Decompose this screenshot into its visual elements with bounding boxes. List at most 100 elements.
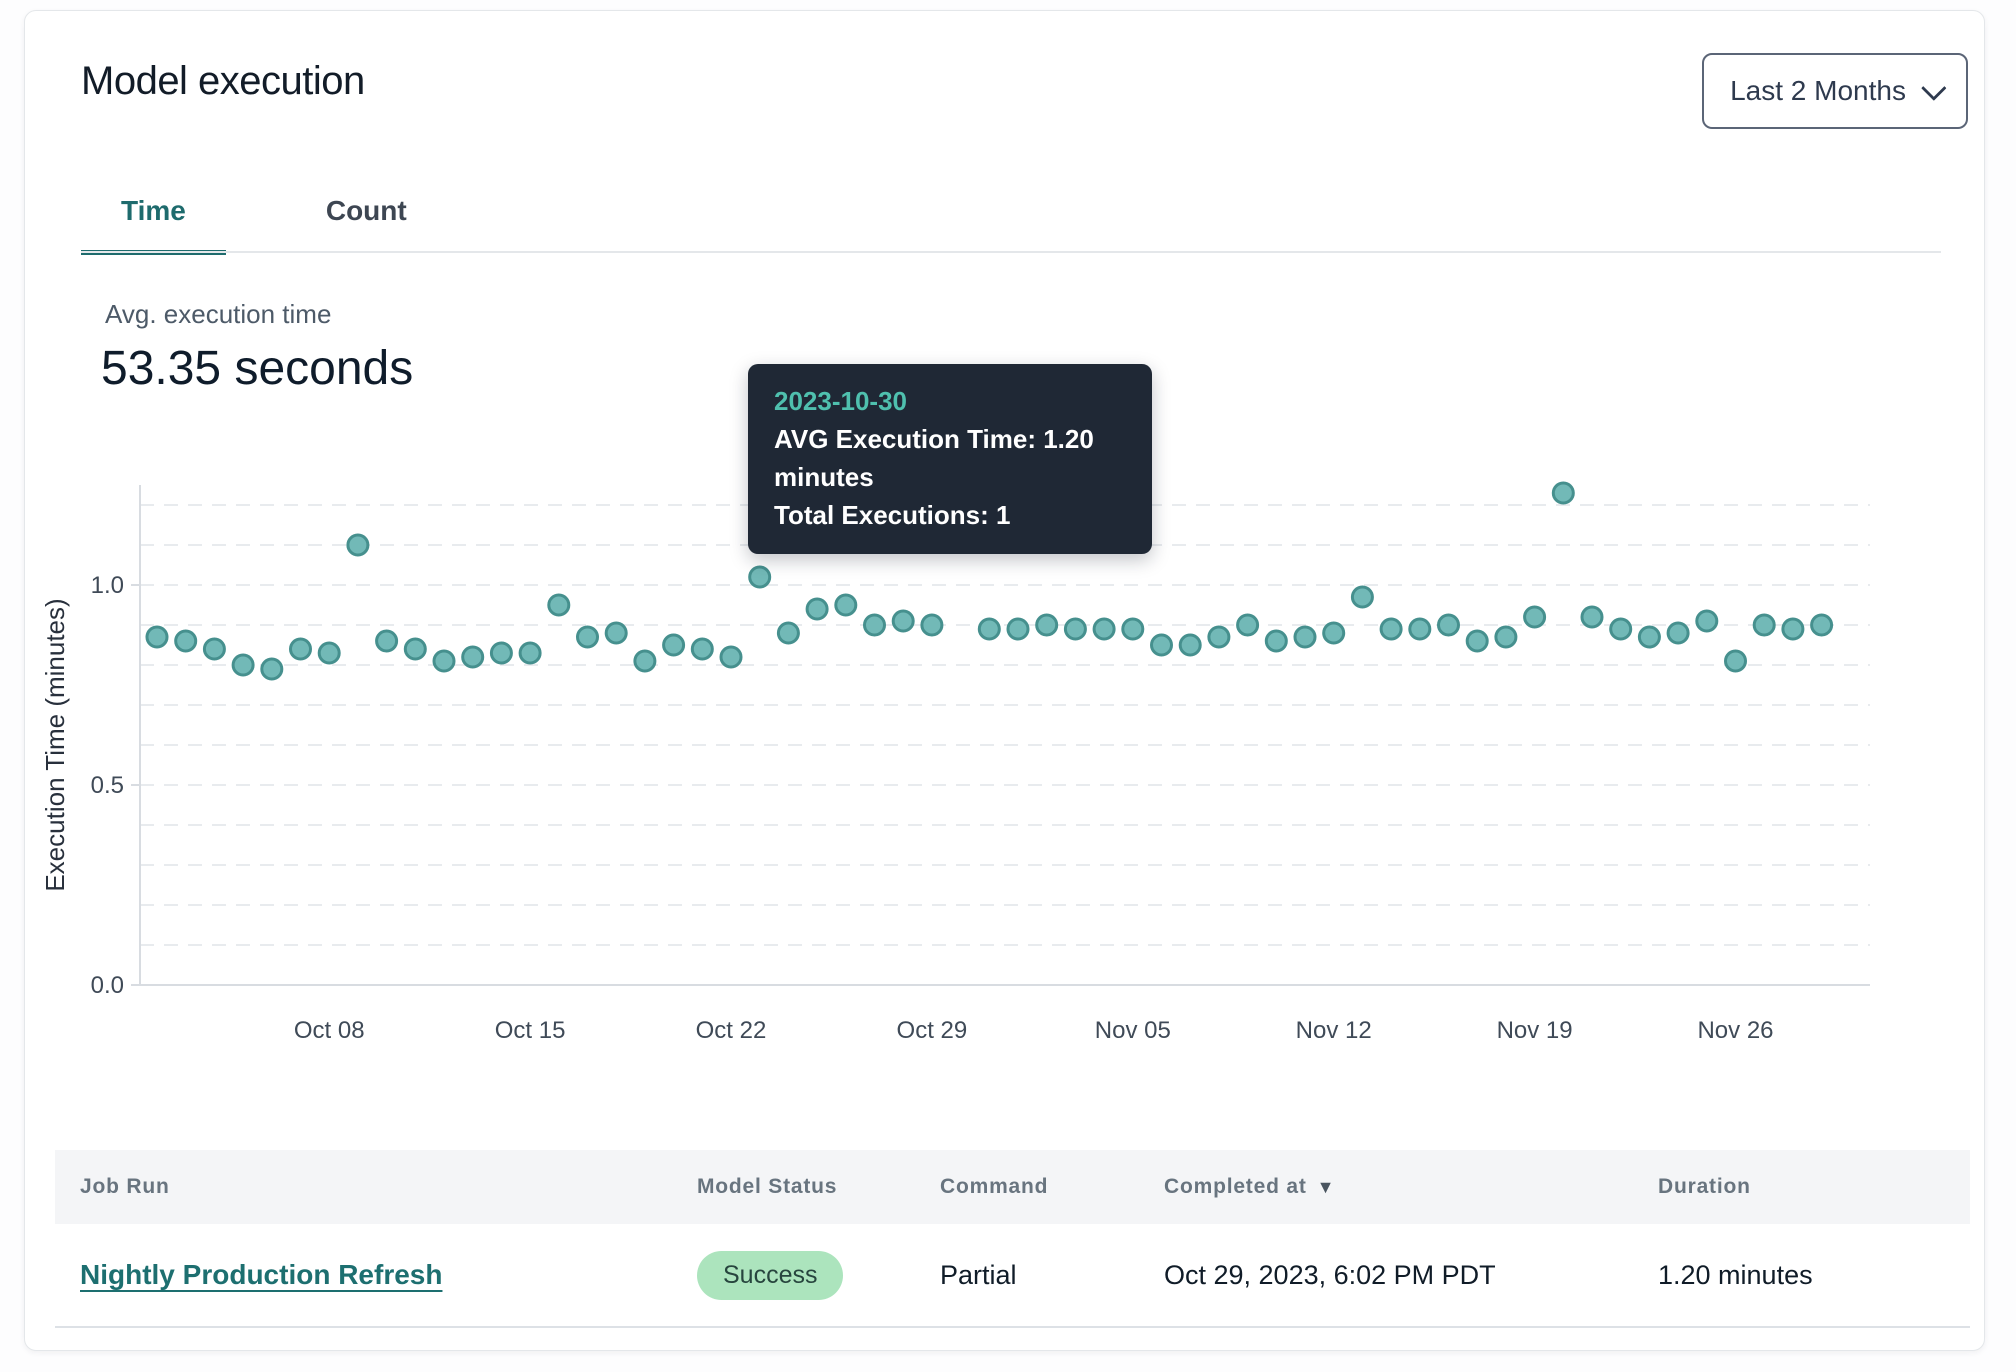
data-point[interactable] [1322,621,1346,645]
column-header-duration: Duration [1658,1175,1751,1198]
data-point[interactable] [891,609,915,633]
completed-at-label: Completed at [1164,1175,1307,1198]
job-runs-table: Job Run Model Status Command Completed a… [55,1150,1970,1328]
y-axis-title: Execution Time (minutes) [40,598,70,891]
data-point[interactable] [1092,617,1116,641]
model-execution-card: Model execution Last 2 Months Time Count… [24,10,1985,1351]
data-point[interactable] [1810,613,1834,637]
column-header-job-run: Job Run [80,1175,170,1198]
data-point[interactable] [1150,633,1173,657]
data-point[interactable] [547,593,571,617]
data-point[interactable] [1609,617,1633,641]
data-point[interactable] [805,597,829,621]
data-point[interactable] [920,613,944,637]
data-point[interactable] [776,621,800,645]
data-point[interactable] [1293,625,1317,649]
tab-count[interactable]: Count [325,195,407,226]
data-point[interactable] [863,613,886,637]
data-point[interactable] [375,629,399,653]
data-point[interactable] [317,641,341,665]
data-point[interactable] [1666,621,1690,645]
data-point[interactable] [1207,625,1231,649]
tooltip-total-line: Total Executions: 1 [774,500,1011,530]
date-range-dropdown[interactable]: Last 2 Months [1702,53,1968,129]
command-cell: Partial [940,1259,1017,1290]
date-range-label: Last 2 Months [1730,75,1906,106]
data-point[interactable] [576,625,599,649]
sort-desc-icon[interactable]: ▼ [1316,1177,1336,1197]
data-point[interactable] [174,629,198,653]
data-point[interactable] [1035,613,1059,637]
data-point[interactable] [1523,605,1547,629]
avg-execution-time-value: 53.35 seconds [101,342,414,395]
data-point[interactable] [289,637,312,661]
data-point[interactable] [518,641,542,665]
page-title: Model execution [81,59,365,103]
data-point[interactable] [1695,609,1719,633]
data-point[interactable] [489,641,513,665]
data-point[interactable] [1379,617,1403,641]
data-point[interactable] [719,645,743,669]
column-header-command: Command [940,1175,1049,1198]
data-point[interactable] [1637,625,1661,649]
duration-cell: 1.20 minutes [1658,1259,1813,1290]
data-point[interactable] [1264,629,1288,653]
chart-tooltip: 2023-10-30 AVG Execution Time: 1.20 minu… [748,364,1152,554]
data-point[interactable] [461,645,485,669]
table-header-row: Job Run Model Status Command Completed a… [55,1150,1970,1224]
chevron-down-icon [1921,75,1947,101]
x-tick-label: Oct 22 [696,1017,767,1044]
data-point[interactable] [1408,617,1432,641]
completed-at-cell: Oct 29, 2023, 6:02 PM PDT [1164,1259,1496,1290]
data-point[interactable] [662,633,686,657]
avg-execution-time-label: Avg. execution time [105,299,332,329]
job-run-link[interactable]: Nightly Production Refresh [80,1259,443,1290]
data-point[interactable] [977,617,1001,641]
data-point[interactable] [1494,625,1518,649]
tab-time[interactable]: Time [81,183,226,255]
tooltip-date: 2023-10-30 [774,386,907,416]
y-tick-label: 1.0 [91,572,124,599]
tooltip-avg-line: AVG Execution Time: 1.20 minutes [774,424,1094,492]
data-point[interactable] [1465,629,1489,653]
status-badge: Success [697,1250,844,1300]
x-tick-label: Nov 19 [1497,1017,1573,1044]
x-tick-label: Oct 15 [495,1017,566,1044]
data-point[interactable] [1724,649,1747,673]
data-point[interactable] [346,533,370,557]
data-point[interactable] [202,637,226,661]
x-tick-label: Nov 12 [1296,1017,1372,1044]
data-point[interactable] [1781,617,1805,641]
y-tick-label: 0.0 [91,972,124,999]
data-point[interactable] [1178,633,1202,657]
table-row: Nightly Production Refresh Success Parti… [55,1224,1970,1328]
data-point[interactable] [1580,605,1604,629]
data-point[interactable] [1063,617,1087,641]
x-tick-label: Oct 29 [897,1017,968,1044]
column-header-completed-at[interactable]: Completed at ▼ [1164,1175,1658,1199]
data-point[interactable] [604,621,628,645]
data-point[interactable] [1350,585,1374,609]
data-point[interactable] [748,565,772,589]
data-point[interactable] [432,649,456,673]
data-point[interactable] [260,657,284,681]
data-point[interactable] [145,625,169,649]
data-point[interactable] [1121,617,1145,641]
tabs-divider [81,251,1941,253]
x-tick-label: Nov 26 [1697,1017,1773,1044]
data-point[interactable] [834,593,858,617]
data-point[interactable] [1752,613,1776,637]
data-point[interactable] [403,637,427,661]
y-tick-label: 0.5 [91,772,124,799]
data-point[interactable] [633,649,657,673]
data-point[interactable] [1437,613,1460,637]
data-point[interactable] [1006,617,1030,641]
x-tick-label: Oct 08 [294,1017,365,1044]
chart-tabs: Time Count [81,183,1941,255]
data-point[interactable] [1551,481,1575,505]
x-tick-label: Nov 05 [1095,1017,1171,1044]
data-point[interactable] [1236,613,1260,637]
data-point[interactable] [690,637,714,661]
data-point[interactable] [231,653,255,677]
